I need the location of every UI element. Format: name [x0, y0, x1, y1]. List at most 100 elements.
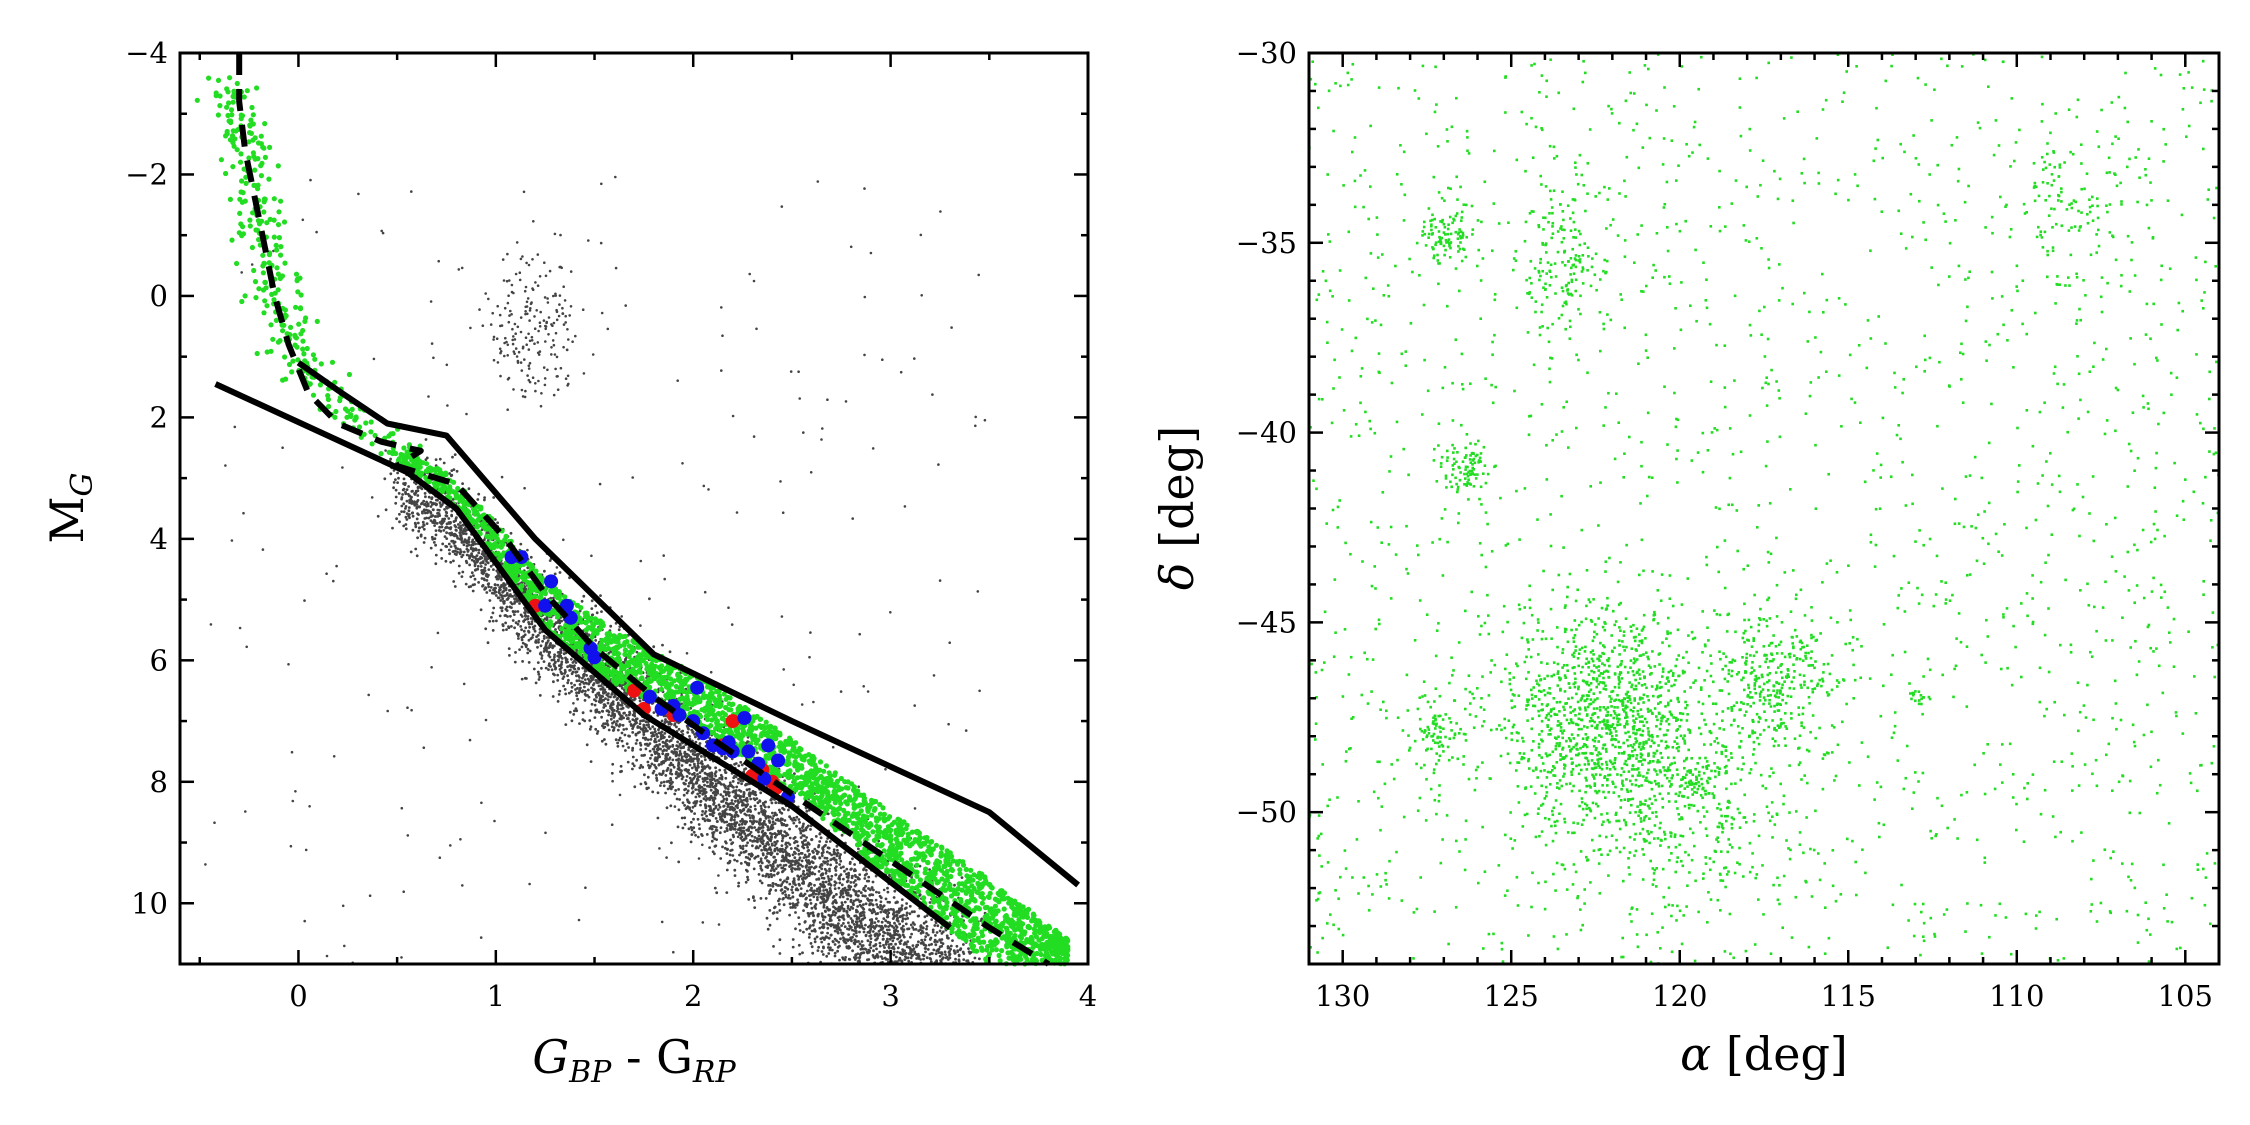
field-star-point: [671, 758, 675, 762]
field-star-point: [517, 632, 521, 636]
field-star-point: [737, 884, 740, 888]
field-star-point: [677, 860, 681, 864]
field-star-point: [612, 716, 616, 719]
field-star-point: [784, 893, 787, 897]
field-star-point: [797, 878, 800, 881]
field-star-point: [847, 938, 851, 942]
field-star-point: [684, 782, 687, 786]
field-star-point: [423, 536, 427, 540]
field-star-point: [745, 813, 748, 817]
field-star-point: [814, 907, 818, 910]
field-star-point: [813, 940, 817, 944]
field-star-point: [575, 694, 579, 698]
field-star-point: [509, 601, 513, 604]
field-star-point: [658, 743, 661, 746]
field-star-point: [826, 875, 830, 878]
field-star-point: [836, 851, 840, 855]
field-star-point: [793, 856, 797, 860]
field-star-point: [453, 453, 457, 456]
field-star-point: [783, 886, 787, 889]
field-star-point: [794, 927, 797, 931]
field-star-point: [703, 771, 707, 775]
field-star-point: [757, 822, 761, 825]
field-star-point: [820, 950, 824, 953]
field-star-point: [910, 954, 914, 957]
field-star-point: [617, 628, 621, 632]
field-star-point: [838, 908, 842, 912]
field-star-point: [829, 933, 833, 937]
field-star-point: [582, 673, 585, 677]
field-star-point: [618, 736, 622, 740]
field-star-point: [468, 556, 471, 560]
field-star-point: [845, 893, 849, 897]
field-star-point: [441, 542, 445, 546]
field-star-point: [869, 946, 873, 950]
field-star-point: [514, 651, 517, 654]
field-star-point: [714, 804, 718, 808]
field-star-point: [616, 728, 620, 732]
field-star-point: [821, 846, 825, 849]
field-star-point: [745, 783, 748, 786]
field-star-point: [733, 818, 736, 822]
field-star-point: [792, 821, 796, 825]
field-star-point: [840, 833, 844, 837]
field-star-point: [498, 614, 502, 618]
field-star-point: [811, 951, 815, 955]
field-star-point: [779, 863, 782, 867]
field-star-point: [641, 765, 645, 769]
field-star-point: [910, 932, 913, 936]
field-star-point: [404, 527, 408, 531]
field-star-point: [696, 835, 700, 839]
field-star-point: [878, 924, 881, 928]
field-star-point: [533, 629, 537, 633]
field-star-point: [869, 940, 872, 944]
field-star-point: [681, 801, 685, 805]
field-star-point: [780, 888, 784, 891]
field-star-point: [761, 826, 765, 829]
field-star-point: [541, 639, 544, 643]
field-star-point: [645, 787, 649, 791]
field-star-point: [628, 710, 631, 714]
field-star-point: [643, 742, 647, 746]
field-star-point: [690, 809, 693, 813]
field-star-point: [853, 884, 857, 888]
field-star-point: [681, 826, 685, 830]
field-star-point: [673, 748, 677, 751]
field-star-point: [725, 852, 729, 855]
field-star-point: [675, 747, 679, 751]
field-star-point: [847, 884, 851, 888]
field-star-point: [567, 678, 570, 682]
field-star-point: [899, 952, 903, 956]
field-star-point: [708, 813, 712, 816]
field-star-point: [616, 707, 620, 711]
field-star-point: [661, 771, 665, 775]
field-star-point: [411, 514, 415, 518]
field-star-point: [853, 863, 856, 866]
field-star-point: [878, 932, 881, 936]
field-star-point: [702, 780, 705, 783]
field-star-point: [881, 934, 885, 938]
field-star-point: [895, 914, 899, 918]
field-star-point: [662, 784, 666, 788]
field-star-point: [791, 945, 795, 949]
field-star-point: [771, 817, 774, 820]
field-star-point: [842, 922, 845, 925]
field-star-point: [818, 856, 822, 860]
field-star-point: [617, 738, 621, 742]
field-star-point: [507, 589, 511, 592]
field-star-point: [545, 636, 549, 639]
field-star-point: [804, 859, 808, 862]
field-star-point: [815, 852, 819, 856]
field-star-point: [522, 629, 526, 633]
field-star-point: [815, 935, 819, 939]
field-star-point: [723, 815, 727, 819]
field-star-point: [944, 953, 947, 956]
field-star-point: [900, 904, 904, 907]
field-star-point: [728, 808, 732, 811]
field-star-point: [799, 831, 803, 835]
field-star-point: [892, 934, 895, 937]
field-star-point: [742, 798, 746, 802]
field-star-point: [923, 947, 927, 950]
field-star-point: [484, 627, 488, 631]
field-star-point: [526, 647, 530, 651]
